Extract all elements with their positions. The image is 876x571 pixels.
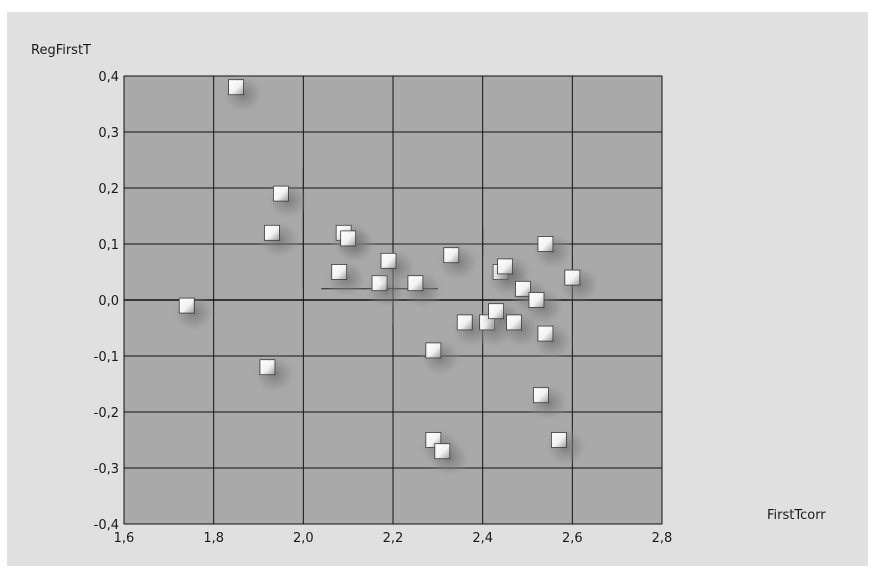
data-point xyxy=(427,438,472,479)
x-tick-label: 2,0 xyxy=(293,531,314,546)
point-marker xyxy=(456,314,473,331)
point-marker xyxy=(537,325,554,342)
x-tick-label: 1,6 xyxy=(114,531,135,546)
data-point xyxy=(333,225,378,266)
x-tick-label: 1,8 xyxy=(203,531,224,546)
y-tick-label: 0,2 xyxy=(98,182,119,197)
point-marker xyxy=(273,185,289,202)
point-marker xyxy=(488,303,505,320)
data-point xyxy=(530,320,575,361)
data-point xyxy=(521,287,566,327)
point-marker xyxy=(550,432,567,448)
y-axis-title: RegFirstT xyxy=(31,43,91,58)
point-marker xyxy=(228,79,244,96)
y-tick-label: 0,0 xyxy=(98,294,119,309)
y-tick-label: -0,3 xyxy=(94,462,119,477)
point-marker xyxy=(264,224,280,241)
data-point xyxy=(530,231,575,271)
point-marker xyxy=(533,387,549,404)
data-point xyxy=(252,354,297,395)
x-tick-label: 2,8 xyxy=(652,531,673,546)
y-tick-labels: -0,4 -0,3 -0,2 -0,1 0,0 0,1 0,2 0,3 0,4 xyxy=(94,70,119,533)
point-marker xyxy=(340,230,357,247)
point-marker xyxy=(425,342,442,359)
x-tick-label: 2,4 xyxy=(472,531,493,546)
point-marker xyxy=(506,314,522,331)
x-tick-label: 2,6 xyxy=(562,531,583,546)
point-marker xyxy=(497,258,513,275)
point-marker xyxy=(331,264,348,280)
data-point xyxy=(436,242,481,283)
point-marker xyxy=(443,247,460,264)
point-marker xyxy=(380,252,397,269)
y-tick-label: 0,4 xyxy=(98,70,119,85)
point-marker xyxy=(178,297,195,314)
data-point xyxy=(400,270,445,311)
y-tick-label: 0,3 xyxy=(98,126,119,141)
y-tick-label: -0,1 xyxy=(94,350,119,365)
data-point xyxy=(557,264,602,305)
data-point xyxy=(256,219,301,260)
data-point xyxy=(418,337,463,378)
data-point xyxy=(324,259,369,299)
x-tick-label: 2,2 xyxy=(383,531,404,546)
point-marker xyxy=(564,269,581,286)
scatter-chart: 1,6 1,8 2,0 2,2 2,4 2,6 2,8 -0,4 -0,3 -0,2 -0,1 0,… xyxy=(31,43,826,546)
chart-frame: 1,6 1,8 2,0 2,2 2,4 2,6 2,8 -0,4 -0,3 -0,2 -0,1 0,… xyxy=(7,12,868,566)
data-point xyxy=(171,292,216,333)
point-marker xyxy=(259,359,276,376)
point-marker xyxy=(407,275,424,292)
point-marker xyxy=(537,236,554,252)
y-tick-label: -0,4 xyxy=(94,518,119,533)
x-axis-title: FirstTcorr xyxy=(767,508,826,523)
data-point xyxy=(221,74,266,115)
y-tick-label: -0,2 xyxy=(94,406,119,421)
y-tick-label: 0,1 xyxy=(98,238,119,253)
point-marker xyxy=(515,280,531,297)
point-marker xyxy=(434,443,451,460)
point-marker xyxy=(528,292,545,308)
x-tick-labels: 1,6 1,8 2,0 2,2 2,4 2,6 2,8 xyxy=(114,531,673,546)
data-point xyxy=(543,427,588,467)
data-point xyxy=(525,382,570,423)
data-points xyxy=(171,74,602,479)
data-point xyxy=(265,180,310,221)
